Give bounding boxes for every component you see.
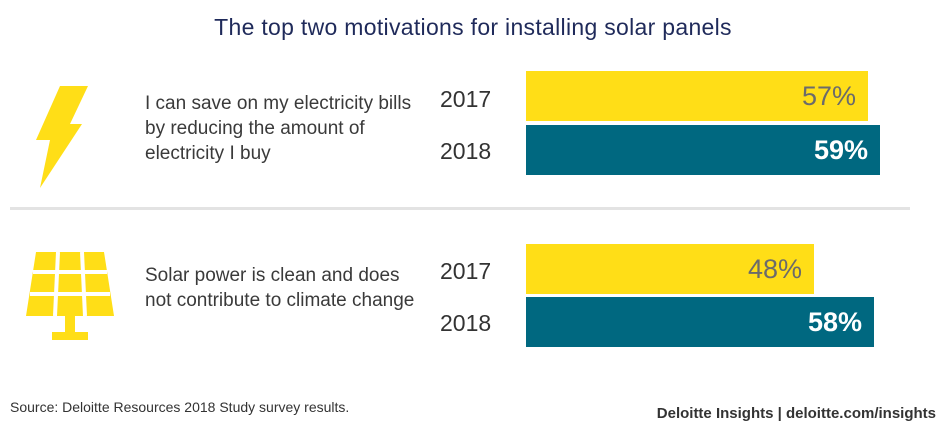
bar-value-label: 58% — [807, 306, 862, 337]
bar-2018: 58% — [526, 297, 874, 347]
bar-2018: 59% — [526, 125, 880, 175]
motivation-label: Solar power is clean and does not contri… — [145, 265, 415, 311]
bar-value-label: 59% — [813, 134, 868, 165]
section-divider — [10, 207, 910, 210]
bar-value-label: 48% — [747, 253, 802, 284]
chart-title: The top two motivations for installing s… — [214, 14, 732, 40]
brand-footer: Deloitte Insights | deloitte.com/insight… — [656, 405, 936, 422]
solar-panel-icon — [22, 248, 118, 349]
bar-value-label: 57% — [801, 80, 856, 111]
motivation-group-savings: I can save on my electricity bills by re… — [0, 62, 946, 192]
year-label: 2018 — [440, 310, 492, 336]
motivation-label: I can save on my electricity bills by re… — [145, 93, 412, 164]
year-label: 2017 — [440, 258, 492, 284]
bar-2017: 57% — [526, 71, 868, 121]
year-label: 2017 — [440, 86, 492, 112]
year-label: 2018 — [440, 138, 492, 164]
source-note: Source: Deloitte Resources 2018 Study su… — [10, 399, 350, 415]
bar-2017: 48% — [526, 244, 814, 294]
motivation-group-clean: Solar power is clean and does not contri… — [0, 236, 946, 366]
lightning-icon — [22, 84, 92, 195]
